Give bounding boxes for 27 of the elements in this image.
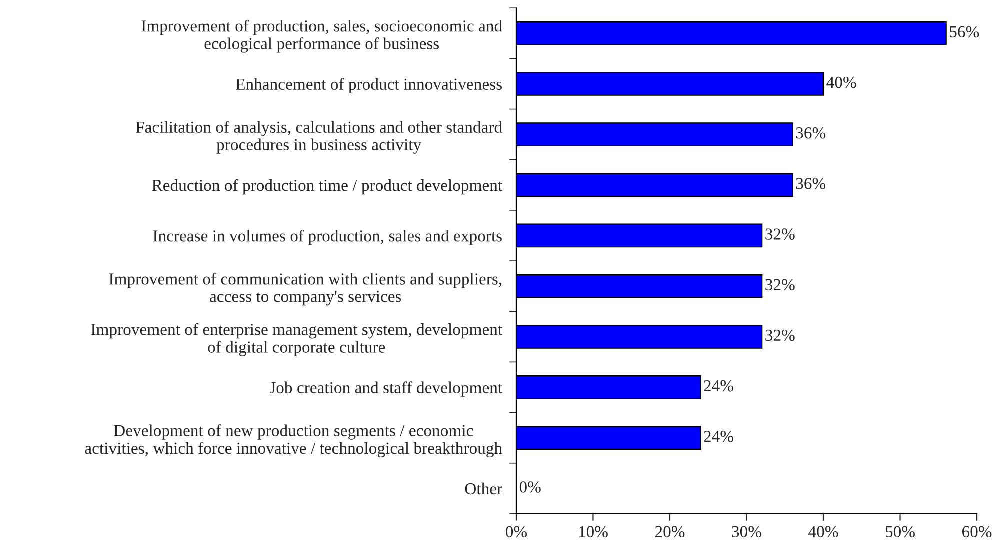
data-label: 32% [766,330,795,342]
x-tick-label: 10% [579,526,608,538]
data-label: 0% [520,482,541,493]
x-tick-label: 20% [655,526,685,538]
x-tick-label: 50% [886,526,915,538]
data-label: 24% [704,380,734,392]
y-tick-label: Development of new production segments / economic activities, which force innovative / technological breakthrough [85,424,502,458]
data-label: 24% [704,431,734,442]
y-tick-label: Other [465,482,502,495]
y-tick-label: Improvement of production, sales, socioeconomic and ecological performance of business [142,20,502,53]
data-label: 32% [766,279,795,291]
x-tick-label: 30% [732,526,762,538]
x-tick-label: 0% [506,526,528,538]
data-label: 36% [796,178,826,190]
x-tick-label: 60% [962,526,992,538]
y-tick-label: Job creation and staff development [270,382,502,397]
data-label: 32% [766,228,795,240]
x-tick-label: 40% [808,526,838,538]
y-tick-label: Improvement of enterprise management system, development of digital corporate culture [91,323,502,356]
y-tick-label: Improvement of communication with clients and suppliers, access to company's services [109,272,502,306]
y-tick-label: Reduction of production time / product development [152,179,502,195]
y-tick-label: Enhancement of product innovativeness [236,78,502,94]
y-tick-label: Facilitation of analysis, calculations and other standard procedures in business activity [136,121,502,154]
y-tick-label: Increase in volumes of production, sales and exports [153,230,502,246]
data-label: 40% [826,76,856,88]
data-label: 36% [796,128,826,139]
data-label: 56% [950,26,980,38]
